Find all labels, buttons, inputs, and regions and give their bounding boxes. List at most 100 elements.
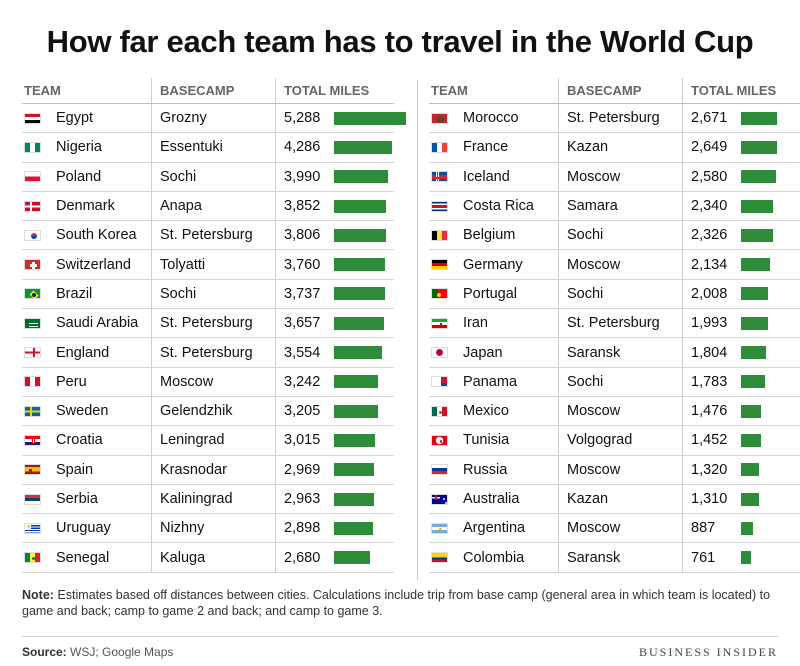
team-cell: Costa Rica bbox=[429, 192, 558, 220]
mexico-flag-icon bbox=[431, 405, 448, 417]
miles-bar bbox=[741, 111, 778, 125]
miles-bar bbox=[334, 492, 375, 506]
basecamp-cell: Nizhny bbox=[151, 514, 275, 543]
miles-cell: 2,008 bbox=[682, 279, 800, 309]
rows-left: Egypt Grozny 5,288 Nigeria Essentuki 4,286 Pol… bbox=[22, 104, 406, 573]
miles-value: 3,205 bbox=[284, 403, 321, 420]
miles-bar bbox=[741, 551, 752, 565]
note-label: Note: bbox=[22, 588, 54, 602]
miles-value: 2,680 bbox=[284, 549, 321, 566]
basecamp-cell: Saransk bbox=[558, 543, 682, 572]
basecamp-cell: Moscow bbox=[558, 455, 682, 484]
miles-value: 2,008 bbox=[691, 285, 728, 302]
basecamp-cell: Moscow bbox=[558, 514, 682, 543]
iceland-flag-icon bbox=[431, 171, 448, 183]
table-header: TEAM BASECAMP TOTAL MILES bbox=[429, 78, 800, 104]
table-row: Japan Saransk 1,804 bbox=[429, 338, 800, 368]
france-flag-icon bbox=[431, 141, 448, 153]
miles-cell: 3,737 bbox=[275, 279, 394, 309]
miles-bar bbox=[741, 433, 761, 447]
team-name: Poland bbox=[56, 168, 102, 185]
miles-value: 2,134 bbox=[691, 256, 728, 273]
chart-title: How far each team has to travel in the W… bbox=[46, 24, 754, 59]
table-row: Iran St. Petersburg 1,993 bbox=[429, 309, 800, 339]
team-name: Panama bbox=[463, 373, 518, 390]
miles-bar bbox=[334, 433, 376, 447]
team-cell: Switzerland bbox=[22, 250, 151, 278]
miles-bar bbox=[741, 375, 766, 389]
team-name: Germany bbox=[463, 256, 523, 273]
miles-cell: 3,806 bbox=[275, 221, 394, 250]
miles-cell: 2,680 bbox=[275, 543, 394, 572]
miles-value: 3,760 bbox=[284, 256, 321, 273]
team-name: Egypt bbox=[56, 110, 94, 127]
belgium-flag-icon bbox=[431, 229, 448, 241]
team-name: Tunisia bbox=[463, 432, 510, 449]
miles-bar bbox=[741, 346, 766, 360]
miles-value: 3,852 bbox=[284, 198, 321, 215]
miles-bar bbox=[334, 375, 379, 389]
table-row: Serbia Kaliningrad 2,963 bbox=[22, 484, 394, 515]
team-cell: Sweden bbox=[22, 397, 151, 425]
team-cell: Senegal bbox=[22, 543, 151, 571]
basecamp-cell: Kaliningrad bbox=[151, 484, 275, 514]
miles-cell: 3,852 bbox=[275, 191, 394, 221]
miles-cell: 1,452 bbox=[682, 426, 800, 455]
miles-cell: 1,804 bbox=[682, 338, 800, 367]
miles-bar bbox=[334, 199, 387, 213]
team-cell: Panama bbox=[429, 368, 558, 396]
miles-cell: 1,993 bbox=[682, 309, 800, 338]
table-row: Russia Moscow 1,320 bbox=[429, 455, 800, 485]
miles-value: 3,015 bbox=[284, 432, 321, 449]
team-name: Saudi Arabia bbox=[56, 315, 139, 332]
team-cell: Poland bbox=[22, 163, 151, 191]
egypt-flag-icon bbox=[24, 112, 41, 124]
basecamp-cell: Kazan bbox=[558, 133, 682, 162]
basecamp-cell: St. Petersburg bbox=[558, 104, 682, 133]
miles-bar bbox=[334, 287, 385, 301]
team-cell: Nigeria bbox=[22, 133, 151, 161]
table-row: Germany Moscow 2,134 bbox=[429, 250, 800, 280]
team-name: Sweden bbox=[56, 403, 109, 420]
team-name: Morocco bbox=[463, 110, 519, 127]
table-row: Denmark Anapa 3,852 bbox=[22, 191, 394, 222]
miles-cell: 887 bbox=[682, 514, 800, 543]
miles-cell: 2,969 bbox=[275, 455, 394, 484]
miles-bar bbox=[741, 521, 754, 535]
team-name: Peru bbox=[56, 373, 87, 390]
miles-cell: 5,288 bbox=[275, 104, 406, 133]
table-row: Portugal Sochi 2,008 bbox=[429, 279, 800, 310]
miles-cell: 1,783 bbox=[682, 367, 800, 396]
switzerland-flag-icon bbox=[24, 259, 41, 271]
spain-flag-icon bbox=[24, 464, 41, 476]
argentina-flag-icon bbox=[431, 522, 448, 534]
team-name: South Korea bbox=[56, 227, 137, 244]
table-row: Brazil Sochi 3,737 bbox=[22, 279, 394, 310]
team-name: Portugal bbox=[463, 285, 518, 302]
miles-value: 2,898 bbox=[284, 520, 321, 537]
team-cell: Iran bbox=[429, 309, 558, 337]
miles-value: 1,320 bbox=[691, 461, 728, 478]
basecamp-cell: Kaluga bbox=[151, 543, 275, 572]
southkorea-flag-icon bbox=[24, 229, 41, 241]
team-name: Argentina bbox=[463, 520, 526, 537]
miles-value: 5,288 bbox=[284, 110, 321, 127]
miles-cell: 2,340 bbox=[682, 191, 800, 221]
basecamp-cell: St. Petersburg bbox=[151, 309, 275, 338]
miles-cell: 1,310 bbox=[682, 484, 800, 514]
basecamp-cell: Sochi bbox=[558, 279, 682, 309]
miles-cell: 1,320 bbox=[682, 455, 800, 484]
basecamp-cell: Samara bbox=[558, 191, 682, 221]
miles-value: 3,990 bbox=[284, 168, 321, 185]
basecamp-cell: Moscow bbox=[558, 162, 682, 191]
miles-cell: 2,326 bbox=[682, 221, 800, 250]
team-name: Iran bbox=[463, 315, 488, 332]
basecamp-cell: Krasnodar bbox=[151, 455, 275, 484]
basecamp-cell: Leningrad bbox=[151, 426, 275, 455]
team-cell: Uruguay bbox=[22, 514, 151, 542]
team-cell: Japan bbox=[429, 338, 558, 366]
miles-value: 761 bbox=[691, 549, 716, 566]
basecamp-cell: Sochi bbox=[151, 279, 275, 309]
team-name: Brazil bbox=[56, 285, 93, 302]
header-miles: TOTAL MILES bbox=[682, 78, 800, 103]
